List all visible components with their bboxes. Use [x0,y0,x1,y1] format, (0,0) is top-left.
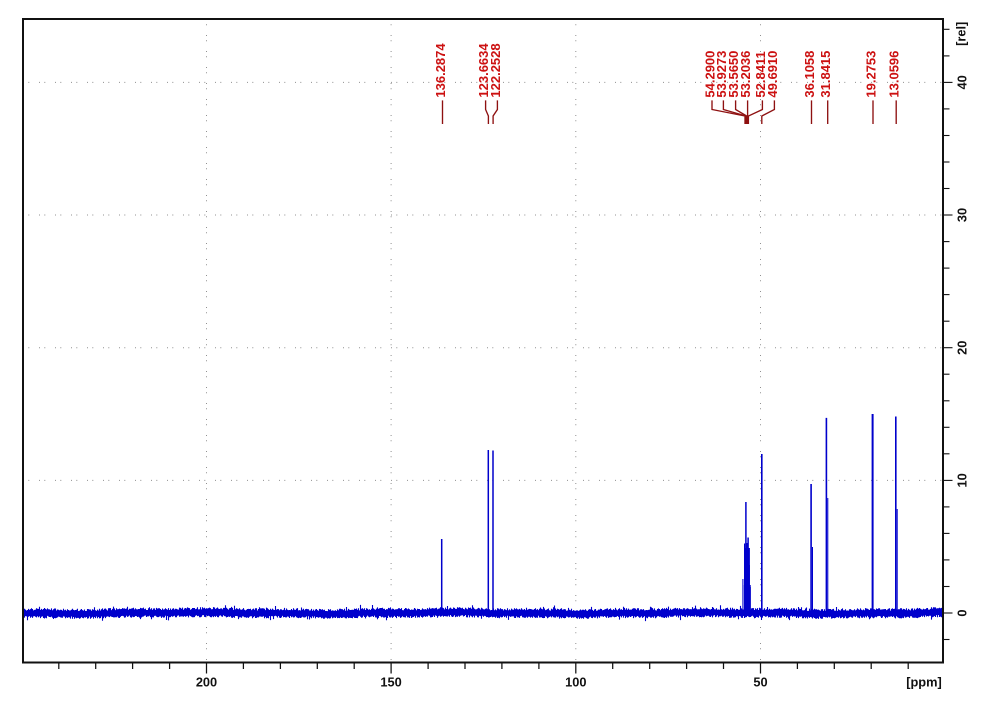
svg-text:200: 200 [196,675,217,690]
svg-text:49.6910: 49.6910 [765,51,780,98]
svg-text:10: 10 [955,473,970,487]
svg-text:53.9273: 53.9273 [714,51,729,98]
svg-text:122.2528: 122.2528 [488,43,503,97]
svg-text:[rel]: [rel] [953,22,968,46]
svg-text:36.1058: 36.1058 [802,51,817,98]
svg-text:136.2874: 136.2874 [433,43,448,98]
svg-text:20: 20 [955,341,970,355]
svg-text:150: 150 [380,675,401,690]
svg-text:0: 0 [955,609,970,616]
svg-text:53.2036: 53.2036 [738,51,753,98]
svg-text:100: 100 [565,675,586,690]
svg-text:50: 50 [753,675,767,690]
svg-text:52.8411: 52.8411 [753,51,768,97]
svg-text:53.5650: 53.5650 [726,51,741,98]
svg-text:13.0596: 13.0596 [887,51,902,98]
svg-text:19.2753: 19.2753 [863,51,878,98]
svg-text:30: 30 [955,208,970,222]
svg-text:123.6634: 123.6634 [476,43,491,98]
svg-text:40: 40 [955,75,970,89]
svg-text:[ppm]: [ppm] [906,675,942,690]
svg-text:31.8415: 31.8415 [818,51,833,98]
svg-text:54.2900: 54.2900 [702,51,717,98]
